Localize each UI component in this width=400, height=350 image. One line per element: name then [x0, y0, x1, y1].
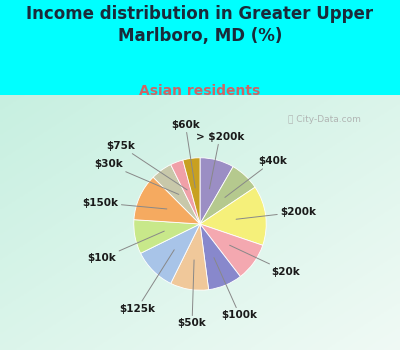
Text: Asian residents: Asian residents: [139, 84, 261, 98]
Text: $100k: $100k: [214, 258, 258, 320]
Wedge shape: [200, 158, 233, 224]
Text: $200k: $200k: [236, 207, 316, 219]
Text: Income distribution in Greater Upper
Marlboro, MD (%): Income distribution in Greater Upper Mar…: [26, 5, 374, 46]
Text: $30k: $30k: [94, 159, 179, 194]
Text: $125k: $125k: [119, 250, 174, 314]
Wedge shape: [183, 158, 200, 224]
Wedge shape: [153, 164, 200, 224]
Text: $150k: $150k: [83, 198, 167, 209]
Text: ⓘ City-Data.com: ⓘ City-Data.com: [288, 115, 361, 124]
Wedge shape: [171, 224, 209, 290]
Wedge shape: [134, 177, 200, 224]
Text: $40k: $40k: [225, 156, 287, 197]
Wedge shape: [141, 224, 200, 284]
Wedge shape: [200, 224, 240, 290]
Text: $50k: $50k: [178, 260, 206, 328]
Wedge shape: [134, 220, 200, 253]
Wedge shape: [200, 224, 263, 276]
Text: $60k: $60k: [171, 120, 200, 188]
Wedge shape: [171, 160, 200, 224]
Wedge shape: [200, 167, 255, 224]
Text: $20k: $20k: [230, 245, 300, 277]
Text: > $200k: > $200k: [196, 132, 244, 189]
Text: $10k: $10k: [88, 231, 164, 264]
Text: $75k: $75k: [106, 141, 187, 190]
Wedge shape: [200, 187, 266, 245]
